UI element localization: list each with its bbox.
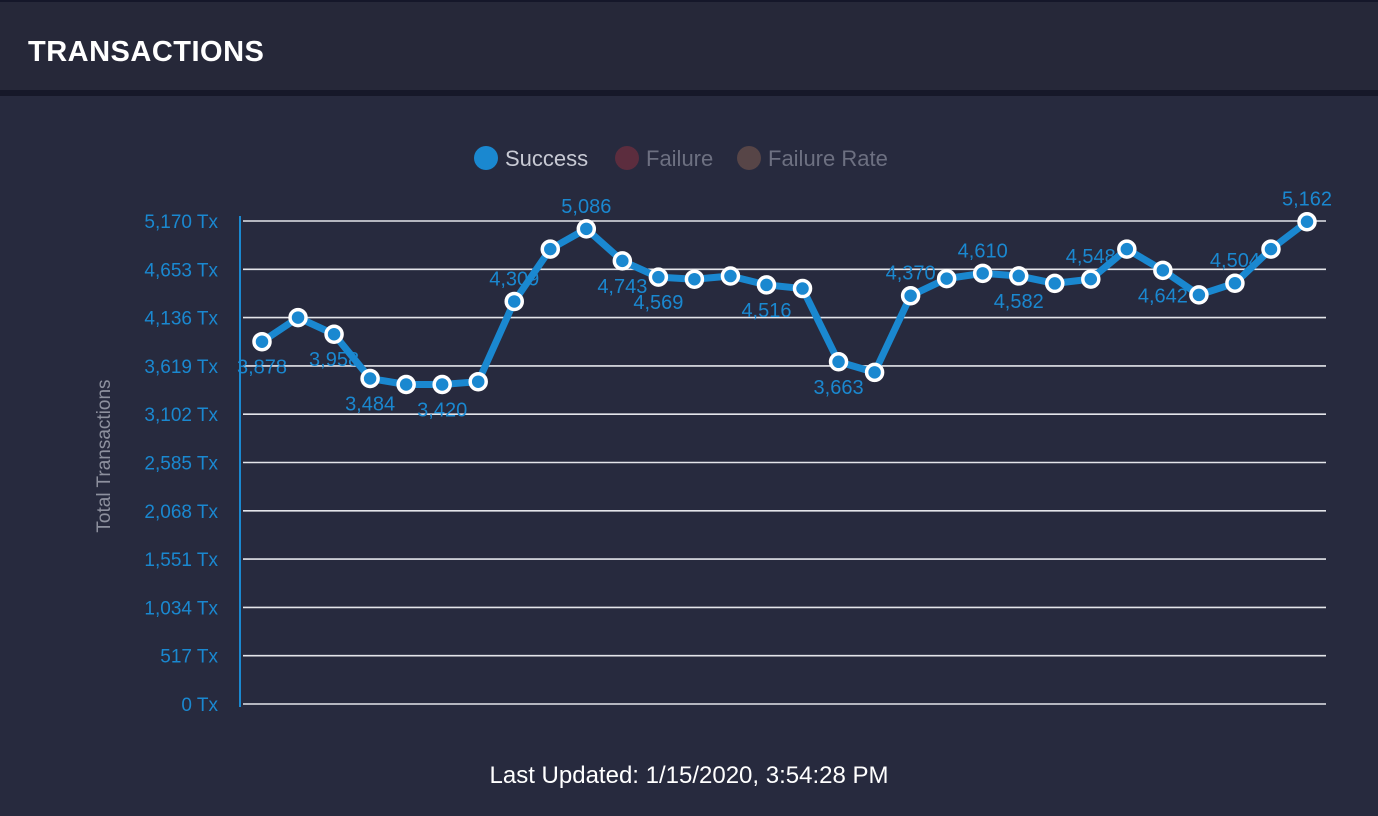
legend-marker-0[interactable] [474,146,498,170]
data-point[interactable] [1297,211,1317,232]
data-label: 3,420 [417,399,467,421]
last-updated-label: Last Updated: [489,762,639,789]
y-tick-label: 0 Tx [181,695,218,716]
data-label: 5,162 [1282,189,1332,211]
data-point[interactable] [396,374,416,395]
transactions-chart: Success Failure Failure Rate 0 Tx 517 Tx 1,0… [94,146,1332,716]
data-point[interactable] [504,291,524,312]
y-tick-label: 3,102 Tx [144,405,218,426]
y-tick-label: 3,619 Tx [144,357,218,378]
data-label: 4,569 [633,292,683,314]
last-updated-timestamp: 1/15/2020, 3:54:28 PM [645,762,889,789]
data-point[interactable] [432,374,452,395]
data-point[interactable] [468,371,488,392]
data-label: 4,516 [741,300,791,322]
data-point[interactable] [1189,285,1209,305]
y-tick-label: 5,170 Tx [144,212,218,233]
data-point[interactable] [360,368,380,389]
data-label: 3,484 [345,394,395,416]
data-label: 4,370 [886,263,936,285]
data-point[interactable] [540,239,561,259]
data-label: 4,610 [958,240,1008,262]
data-point[interactable] [1261,239,1281,259]
legend-label-0[interactable]: Success [505,146,588,171]
data-point[interactable] [612,251,633,271]
y-axis: 0 Tx 517 Tx 1,034 Tx 1,551 Tx 2,068 Tx 2,585 … [144,212,241,716]
data-point[interactable] [324,324,344,344]
y-tick-label: 517 Tx [160,647,218,668]
data-point[interactable] [1081,269,1101,289]
data-label: 4,582 [994,291,1044,313]
y-tick-label: 4,653 Tx [144,260,218,281]
data-point[interactable] [648,267,669,287]
data-point[interactable] [288,307,308,328]
data-point[interactable] [1117,239,1137,259]
y-tick-label: 2,068 Tx [144,502,218,523]
chart-series [252,211,1317,395]
legend-label-1[interactable]: Failure [646,146,713,171]
panel-title: TRANSACTIONS [28,36,265,68]
data-label: 3,878 [237,357,287,379]
data-point[interactable] [756,275,777,295]
y-tick-label: 2,585 Tx [144,454,218,475]
data-label: 3,958 [309,349,359,371]
data-label: 4,743 [597,276,647,298]
data-point[interactable] [936,268,957,289]
legend-marker-1[interactable] [615,146,639,170]
y-tick-label: 1,034 Tx [144,598,218,619]
data-point[interactable] [1045,273,1065,294]
y-tick-label: 4,136 Tx [144,309,218,330]
data-point[interactable] [576,219,597,239]
data-point[interactable] [252,331,272,352]
data-label: 4,548 [1066,246,1116,268]
data-point[interactable] [792,278,813,299]
data-point[interactable] [684,269,705,289]
data-point[interactable] [1153,260,1173,281]
data-label: 3,663 [814,377,864,399]
data-label: 4,642 [1138,285,1188,307]
data-point[interactable] [972,263,993,284]
data-point[interactable] [1008,266,1029,286]
y-tick-label: 1,551 Tx [144,550,218,571]
data-point[interactable] [1225,273,1245,293]
last-updated: Last Updated: 1/15/2020, 3:54:28 PM [0,762,1378,790]
data-point[interactable] [828,352,849,372]
panel-header: TRANSACTIONS [0,0,1378,96]
data-point[interactable] [900,285,921,306]
legend-label-2[interactable]: Failure Rate [768,146,888,171]
data-label: 5,086 [561,196,611,218]
chart-legend: Success Failure Failure Rate [474,146,888,171]
y-axis-title: Total Transactions [94,379,115,532]
data-label: 4,504 [1210,250,1260,272]
legend-marker-2[interactable] [737,146,761,170]
data-point[interactable] [864,362,885,383]
data-labels: 3,878 3,958 3,484 3,420 4,309 5,086 4,7434,569… [237,189,1332,422]
data-point[interactable] [720,266,741,286]
data-label: 4,309 [489,268,539,290]
chart-grid [243,220,1326,705]
